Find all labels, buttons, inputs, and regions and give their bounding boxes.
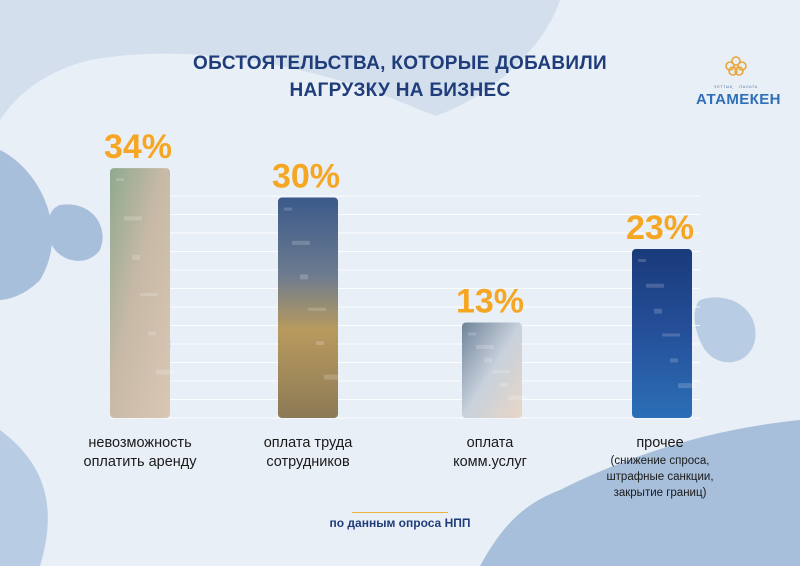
value-label-1: 34% [104, 128, 172, 166]
source-note: по данным опроса НПП [329, 516, 471, 530]
value-labels: 34% 30% 13% 23% [104, 128, 694, 320]
chart-title-line-2: НАГРУЗКУ НА БИЗНЕС [289, 80, 511, 101]
bar-3-texture [468, 332, 526, 401]
bar-1 [110, 168, 170, 418]
category-label-3-line-2: комм.услуг [453, 454, 527, 470]
category-label-4-sub-3: закрытие границ) [613, 487, 707, 499]
category-label-3: оплата комм.услуг [400, 434, 580, 472]
bar-2-texture [284, 207, 342, 380]
bar-1-texture [116, 178, 174, 375]
category-label-4-sub-2: штрафные санкции, [606, 471, 714, 483]
bar-3 [462, 322, 522, 418]
bars [110, 168, 696, 418]
chart-title-line-1: ОБСТОЯТЕЛЬСТВА, КОТОРЫЕ ДОБАВИЛИ [193, 53, 607, 74]
category-label-4-line-1: прочее [636, 435, 684, 451]
category-label-2: оплата труда сотрудников [218, 434, 398, 472]
value-label-3: 13% [456, 282, 524, 320]
category-label-1-line-2: оплатить аренду [83, 454, 197, 470]
bar-4 [632, 248, 692, 418]
category-label-3-line-1: оплата [466, 435, 514, 451]
grid-lines [110, 195, 700, 419]
bar-4-texture [638, 258, 696, 389]
chart-title: ОБСТОЯТЕЛЬСТВА, КОТОРЫЕ ДОБАВИЛИ НАГРУЗК… [150, 50, 650, 104]
category-label-1: невозможность оплатить аренду [50, 434, 230, 472]
footer-divider [352, 512, 448, 513]
logo-subtitle-left: ҰЛТТЫҚ [714, 84, 733, 89]
logo-wordmark: АТАМЕКЕН [696, 91, 781, 108]
value-label-2: 30% [272, 158, 340, 196]
atameken-logo: ҰЛТТЫҚ ПАЛАТА АТАМЕКЕН [696, 55, 781, 108]
category-label-2-line-1: оплата труда [263, 435, 353, 451]
category-label-2-line-2: сотрудников [266, 454, 350, 470]
logo-subtitle-right: ПАЛАТА [739, 84, 758, 89]
bar-2 [278, 197, 338, 418]
category-label-4-sub-1: (снижение спроса, [610, 455, 710, 467]
logo-subtitle: ҰЛТТЫҚ ПАЛАТА [696, 84, 776, 89]
category-label-4: прочее (снижение спроса, штрафные санкци… [570, 434, 750, 501]
value-label-4: 23% [626, 209, 694, 247]
flower-emblem-icon [725, 56, 747, 76]
category-label-1-line-1: невозможность [88, 435, 192, 451]
